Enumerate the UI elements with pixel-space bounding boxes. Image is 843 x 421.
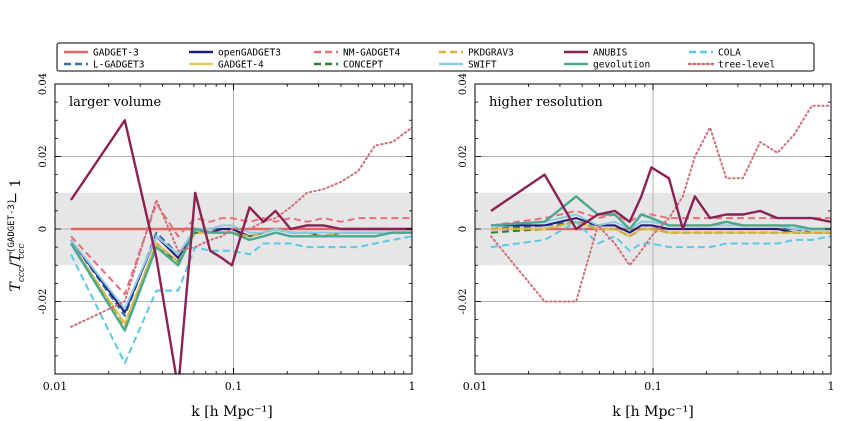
y-tick-label--0.02: -0.02: [458, 289, 469, 315]
series-swift: [70, 224, 412, 310]
series-cola: [490, 220, 831, 252]
legend-label-gevolution: gevolution: [593, 60, 650, 71]
x-tick-label-0.1: 0.1: [225, 380, 243, 393]
legend-label-opengadget3: openGADGET3: [218, 48, 281, 59]
legend-label-l-gadget3: L-GADGET3: [93, 60, 144, 71]
ticks: 0.01 0.1 1 -0.02 0 0.02 0.04: [38, 73, 416, 393]
series-cola: [70, 235, 412, 365]
legend-label-cola: COLA: [718, 48, 741, 59]
series-anubis: [70, 119, 412, 374]
panel-higher-resolution: 0.01 0.1 1 -0.02 0 0.02 0.04 higher resolution: [458, 73, 835, 393]
legend-label-tree-level: tree-level: [718, 60, 775, 71]
y-tick-label-0.04: 0.04: [38, 73, 49, 95]
panel-larger-volume: 0.01 0.1 1 -0.02 0 0.02 0.04 larger volume: [38, 73, 416, 393]
legend-label-pkdgrav3: PKDGRAV3: [468, 48, 514, 59]
x-axis-label-right: k [h Mpc⁻¹]: [612, 404, 693, 420]
legend-label-gadget-4: GADGET-4: [218, 60, 264, 71]
series-pkdgrav3: [491, 220, 831, 238]
y-tick-label-0: 0: [458, 226, 469, 232]
y-tick-label-0: 0: [38, 226, 49, 232]
series-group: [490, 104, 831, 303]
legend-label-anubis: ANUBIS: [593, 48, 628, 59]
y-tick-label-0.02: 0.02: [458, 145, 469, 167]
legend-label-concept: CONCEPT: [343, 60, 383, 71]
x-tick-label-0.01: 0.01: [463, 380, 488, 393]
series-nm-gadget4: [490, 209, 831, 227]
y-tick-label-0.02: 0.02: [38, 145, 49, 167]
y-axis-label: Tccc/T(GADGET-3)ccc− 1: [7, 179, 27, 292]
series-gevolution: [69, 227, 412, 332]
series-group: [69, 119, 412, 374]
series-nm-gadget4: [70, 202, 412, 296]
legend-label-nm-gadget4: NM-GADGET4: [343, 48, 400, 59]
x-tick-label-0.1: 0.1: [644, 380, 662, 393]
panel-title: higher resolution: [489, 95, 603, 110]
x-tick-label-1: 1: [828, 380, 835, 393]
series-tree-level: [490, 104, 831, 303]
series-anubis: [490, 166, 831, 231]
ticks: 0.01 0.1 1 -0.02 0 0.02 0.04: [458, 73, 835, 393]
x-tick-label-1: 1: [409, 380, 416, 393]
legend-frame: [56, 42, 815, 72]
x-axis-label-left: k [h Mpc⁻¹]: [191, 404, 272, 420]
legend-label-gadget-3: GADGET-3: [93, 48, 139, 59]
x-tick-label-0.01: 0.01: [43, 380, 68, 393]
y-tick-label--0.02: -0.02: [38, 289, 49, 315]
legend-label-swift: SWIFT: [468, 60, 497, 71]
y-tick-label-0.04: 0.04: [458, 73, 469, 95]
panel-title: larger volume: [69, 95, 162, 110]
